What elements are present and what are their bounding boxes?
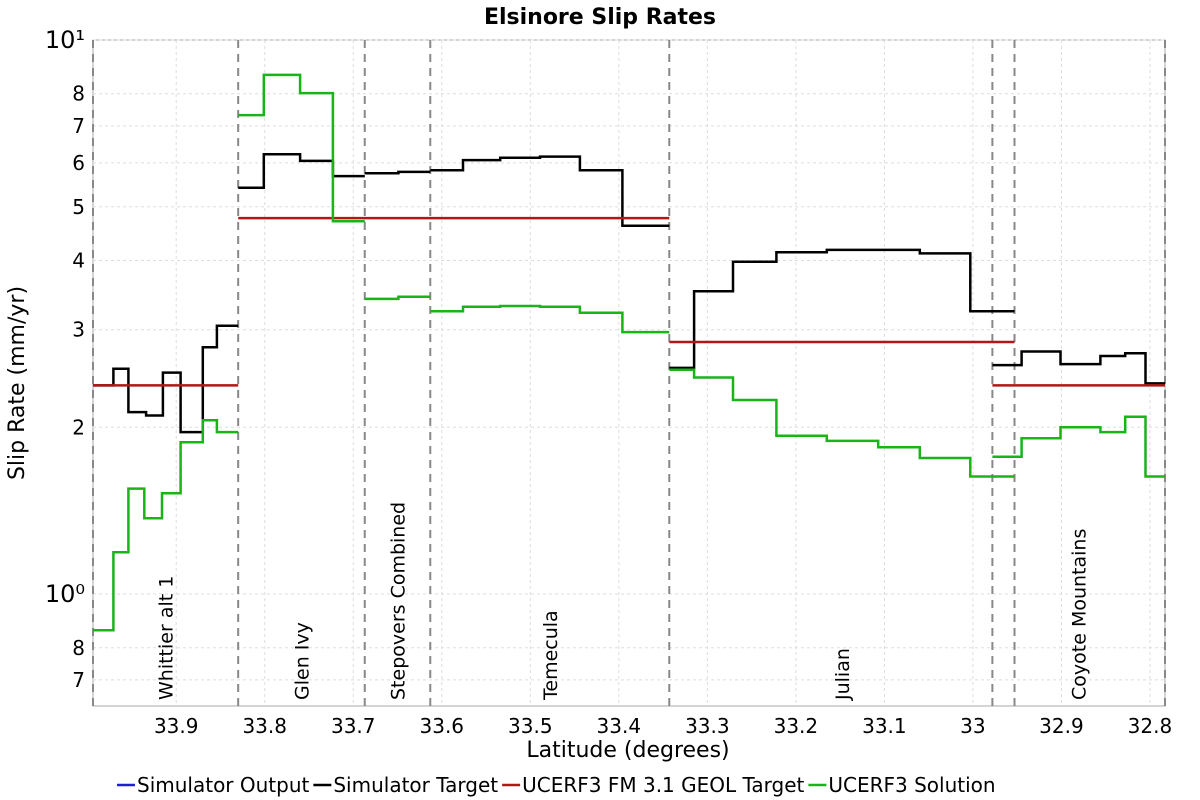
series-line [93, 73, 1165, 632]
section-label: Stepovers Combined [388, 502, 410, 700]
x-tick-label: 32.9 [1039, 714, 1084, 738]
x-tick-label: 33.2 [774, 714, 819, 738]
section-label: Temecula [540, 610, 562, 701]
y-tick-label: 7 [72, 668, 85, 692]
x-tick-label: 33.3 [685, 714, 730, 738]
series-line [93, 216, 1165, 387]
x-tick-label: 32.8 [1128, 714, 1173, 738]
y-tick-label: 8 [72, 82, 85, 106]
y-axis-label: Slip Rate (mm/yr) [5, 286, 30, 480]
legend-label: Simulator Output [137, 773, 310, 797]
plot-area [92, 39, 1166, 707]
y-tick-label: 5 [72, 195, 85, 219]
series-line [93, 153, 1165, 434]
x-tick-label: 33.1 [862, 714, 907, 738]
section-label: Glen Ivy [291, 622, 313, 700]
section-label: Coyote Mountains [1069, 529, 1091, 700]
x-tick-label: 33.8 [242, 714, 287, 738]
y-tick-label: 4 [72, 248, 85, 272]
legend-label: UCERF3 FM 3.1 GEOL Target [522, 773, 804, 797]
x-tick-label: 33.6 [420, 714, 465, 738]
section-label: Whittier alt 1 [156, 576, 178, 700]
y-tick-label: 10⁰ [45, 580, 85, 608]
x-tick-label: 33.5 [508, 714, 553, 738]
y-tick-label: 2 [72, 415, 85, 439]
x-tick-label: 33 [960, 714, 985, 738]
x-tick-label: 33.7 [331, 714, 376, 738]
y-tick-label: 7 [72, 114, 85, 138]
legend-label: Simulator Target [333, 773, 498, 797]
y-tick-label: 3 [72, 318, 85, 342]
y-tick-label: 6 [72, 151, 85, 175]
x-tick-label: 33.4 [597, 714, 642, 738]
legend-label: UCERF3 Solution [828, 773, 995, 797]
y-tick-label: 10¹ [45, 26, 85, 54]
y-tick-label: 8 [72, 636, 85, 660]
section-label: Julian [832, 648, 854, 701]
x-axis-label: Latitude (degrees) [526, 738, 729, 763]
chart-title: Elsinore Slip Rates [484, 5, 716, 30]
x-tick-label: 33.9 [154, 714, 199, 738]
